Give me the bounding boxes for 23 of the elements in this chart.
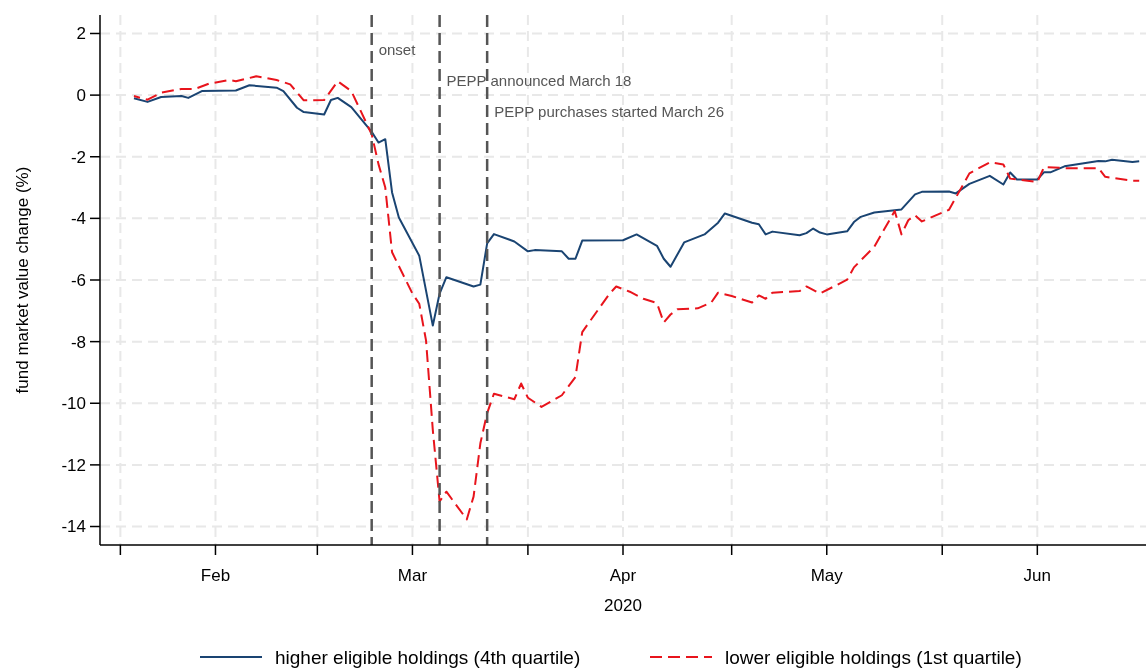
y-tick-label: 2 — [76, 24, 86, 44]
y-tick-label: -4 — [70, 209, 86, 229]
x-tick-label: Jun — [1023, 566, 1052, 585]
line-series — [132, 75, 1141, 521]
y-tick-label: -6 — [70, 270, 86, 290]
x-axis-title: 2020 — [604, 596, 642, 615]
ref-line-label: onset — [378, 41, 417, 58]
y-tick-label: 0 — [76, 86, 86, 106]
x-tick-label: Mar — [397, 566, 428, 585]
y-tick-label: -8 — [70, 332, 86, 352]
ref-line-label: PEPP announced March 18 — [446, 72, 632, 89]
ref-line-label: PEPP purchases started March 26 — [494, 103, 724, 120]
y-tick-label: -12 — [61, 455, 86, 475]
legend-label: higher eligible holdings (4th quartile) — [275, 646, 581, 668]
line-series — [132, 84, 1141, 327]
x-tick-label: Feb — [200, 566, 231, 585]
y-tick-label: -10 — [61, 394, 86, 414]
x-tick-label: Apr — [609, 566, 637, 585]
y-tick-label: -14 — [61, 517, 86, 537]
y-axis-title: fund market value change (%) — [13, 166, 32, 394]
y-tick-label: -2 — [70, 147, 86, 167]
x-tick-label: May — [810, 566, 844, 585]
legend-label: lower eligible holdings (1st quartile) — [725, 646, 1022, 668]
